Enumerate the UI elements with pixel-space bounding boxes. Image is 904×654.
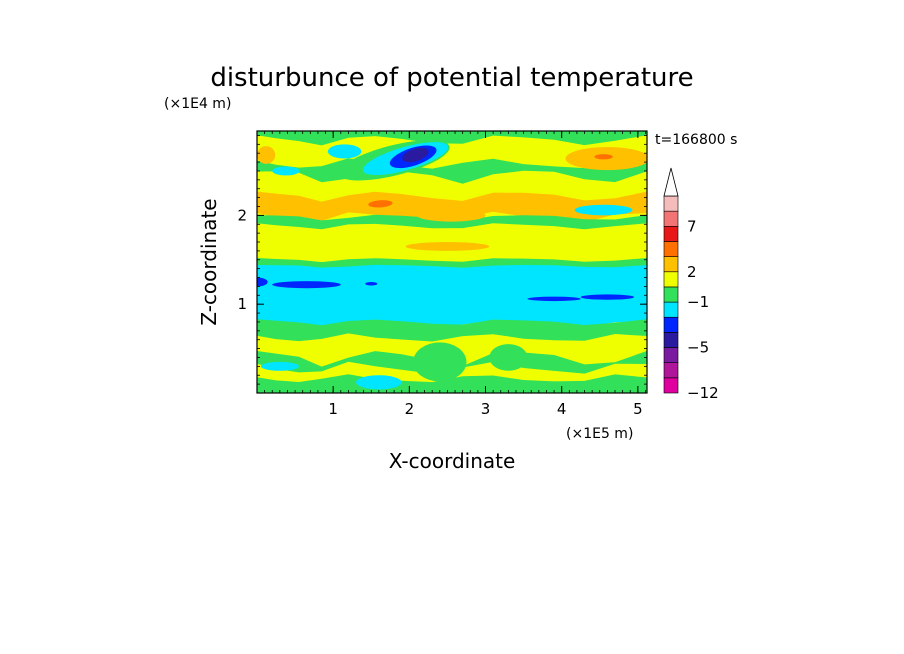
warm-core-left	[368, 200, 393, 208]
cyan-patch-far-left	[272, 166, 300, 176]
band-orange	[257, 191, 647, 223]
y-axis: 12	[237, 135, 647, 385]
colorbar-swatch	[663, 301, 679, 318]
x-tick-label: 2	[405, 400, 415, 418]
warm-max-center	[416, 209, 486, 222]
colorbar-swatch	[663, 256, 679, 273]
x-axis-label: X-coordinate	[389, 449, 516, 473]
x-tick-label: 4	[557, 400, 567, 418]
warm-core-right	[594, 154, 613, 160]
y-axis-label: Z-coordinate	[197, 198, 221, 325]
blue-streak-edge	[257, 277, 268, 287]
colorbar-swatch	[663, 271, 679, 288]
contour-field	[257, 131, 647, 393]
colorbar-swatch	[663, 377, 679, 394]
colorbar-tick-label: −1	[687, 293, 709, 311]
colorbar-swatch	[663, 195, 679, 212]
band-green-lower	[257, 319, 647, 342]
x-tick-label: 1	[328, 400, 338, 418]
plume-right-green	[489, 344, 528, 371]
blue-streak-right	[580, 294, 635, 300]
x-unit-label: (×1E5 m)	[566, 426, 633, 442]
cyan-patch-left	[327, 144, 362, 159]
x-axis: 1 2 3 4 5	[264, 131, 646, 418]
x-tick-label: 3	[481, 400, 491, 418]
band-green-bottom	[257, 350, 647, 374]
colorbar-swatch	[663, 347, 679, 363]
blue-streak-left	[272, 281, 341, 289]
colorbar-swatch	[663, 332, 679, 348]
y-tick-label: 1	[237, 295, 247, 313]
warm-edge-left	[257, 146, 276, 164]
chart-title: disturbunce of potential temperature	[210, 63, 693, 93]
colorbar-swatch	[663, 241, 679, 257]
colorbar-swatch	[663, 286, 679, 303]
band-green-mid	[257, 214, 647, 230]
warm-patch-mid	[405, 242, 490, 251]
band-green-floor	[257, 374, 647, 393]
cold-anomaly-core	[402, 147, 429, 163]
cyan-floor-patch	[356, 375, 402, 390]
x-tick-label: 5	[633, 400, 643, 418]
colorbar: −12−5−127	[663, 167, 719, 402]
colorbar-extend-arrow	[663, 167, 679, 197]
colorbar-tick-label: −12	[687, 384, 719, 402]
cyan-patch-right	[574, 204, 633, 216]
y-unit-label: (×1E4 m)	[164, 96, 231, 112]
cyan-floor-left	[260, 361, 299, 371]
colorbar-swatch	[663, 362, 679, 379]
band-top-yellow	[257, 135, 647, 169]
colorbar-swatch	[663, 210, 679, 227]
colorbar-swatch	[663, 226, 679, 242]
blue-streak-small	[365, 281, 378, 286]
colorbar-tick-label: 2	[687, 263, 697, 281]
colorbar-tick-label: 7	[687, 217, 697, 235]
plot-frame	[256, 130, 648, 394]
band-cyan	[257, 264, 647, 327]
colorbar-tick-label: −5	[687, 339, 709, 357]
colorbar-swatch	[663, 316, 679, 333]
blue-streak-right2	[527, 296, 581, 302]
mountain-plume-green	[413, 342, 467, 382]
y-tick-label: 2	[237, 206, 247, 224]
time-label: t=166800 s	[655, 132, 737, 148]
